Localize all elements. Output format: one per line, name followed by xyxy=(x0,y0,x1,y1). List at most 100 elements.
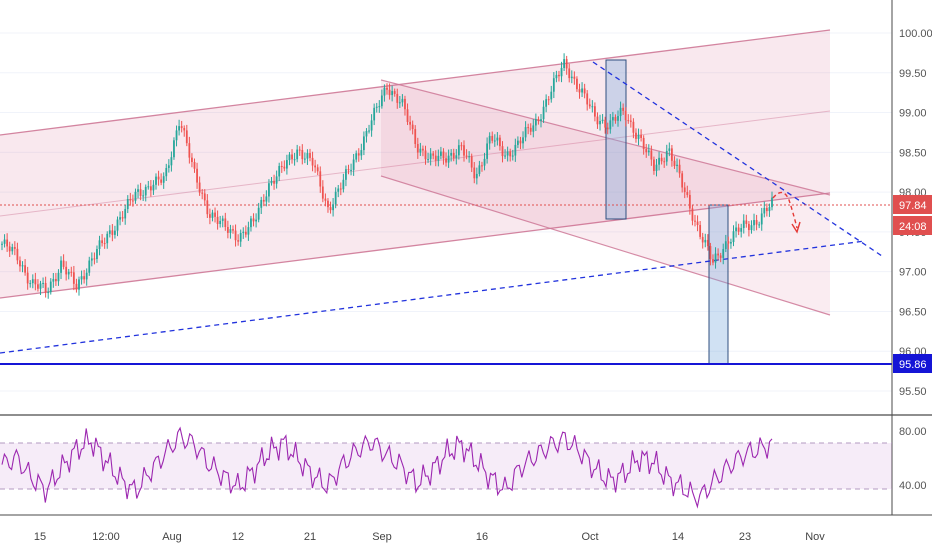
candle-body xyxy=(183,128,186,131)
candle-body xyxy=(78,279,80,290)
projection-arrow xyxy=(772,191,798,229)
candle-body xyxy=(486,143,488,159)
candle-body xyxy=(83,276,86,280)
candle-body xyxy=(337,188,340,192)
candle-body xyxy=(650,150,653,160)
candle-body xyxy=(529,127,532,132)
candle-body xyxy=(676,164,678,167)
candle-body xyxy=(31,279,34,284)
candle-body xyxy=(137,189,139,192)
candle-body xyxy=(29,283,32,285)
candle-body xyxy=(234,230,237,241)
rising-support-trendline[interactable] xyxy=(0,240,866,354)
candle-body xyxy=(55,278,57,282)
candle-body xyxy=(247,227,250,235)
candle-body xyxy=(619,107,622,117)
candle-body xyxy=(609,120,612,130)
candle-body xyxy=(483,158,486,166)
candle-body xyxy=(85,272,88,280)
candle-body xyxy=(65,266,68,275)
candle-body xyxy=(501,146,504,157)
candle-body xyxy=(70,271,73,273)
time-axis[interactable]: 15 12:00 Aug 12 21 Sep 16 Oct 14 23 Nov xyxy=(34,531,825,543)
candle-body xyxy=(221,218,224,221)
measure-box-late-oct[interactable] xyxy=(708,204,729,365)
support-level-badge: 95.86 xyxy=(893,354,932,373)
candle-body xyxy=(216,216,219,225)
candle-body xyxy=(699,225,702,237)
candle-body xyxy=(722,249,725,258)
candle-body xyxy=(627,120,630,122)
candle-body xyxy=(463,145,465,156)
candle-body xyxy=(540,119,542,122)
candle-body xyxy=(88,260,91,273)
candle-body xyxy=(393,91,396,94)
candle-body xyxy=(622,107,625,111)
price-tick-label: 100.00 xyxy=(899,28,932,40)
support-level-label: 95.86 xyxy=(899,359,927,371)
candle-body xyxy=(347,169,350,171)
candle-body xyxy=(250,218,252,228)
candle-body xyxy=(422,148,424,151)
candle-body xyxy=(175,130,178,141)
candle-body xyxy=(411,124,414,130)
candle-body xyxy=(170,157,173,166)
candle-body xyxy=(280,165,283,167)
candle-body xyxy=(560,67,563,77)
candle-body xyxy=(478,165,481,174)
candle-body xyxy=(511,155,514,157)
candle-body xyxy=(401,98,404,103)
candle-body xyxy=(534,118,537,126)
candle-body xyxy=(185,130,188,144)
candle-body xyxy=(242,231,245,234)
candle-body xyxy=(522,137,524,144)
candle-body xyxy=(732,231,735,243)
candle-body xyxy=(72,272,75,284)
candle-body xyxy=(255,219,257,222)
candle-body xyxy=(306,153,309,159)
candle-body xyxy=(558,74,560,77)
candle-body xyxy=(357,153,360,156)
candle-body xyxy=(637,134,640,139)
candle-body xyxy=(90,258,93,261)
falling-resistance-trendline[interactable] xyxy=(592,61,883,257)
candle-body xyxy=(414,129,417,144)
candle-body xyxy=(419,148,422,153)
candle-body xyxy=(370,120,373,131)
candle-body xyxy=(211,212,214,218)
candle-body xyxy=(152,184,155,191)
price-tick-label: 95.50 xyxy=(899,386,927,398)
candle-body xyxy=(283,166,286,169)
candle-body xyxy=(237,240,240,242)
candle-body xyxy=(262,199,265,202)
measure-box-oct[interactable] xyxy=(605,59,627,220)
countdown-label: 24:08 xyxy=(899,221,927,233)
ascending-channel-top xyxy=(0,29,831,136)
time-tick-label: 12:00 xyxy=(92,531,120,543)
candle-body xyxy=(3,239,6,244)
candle-body xyxy=(691,208,694,221)
candle-body xyxy=(142,195,145,197)
candle-body xyxy=(101,240,103,244)
candle-body xyxy=(665,150,668,162)
candle-body xyxy=(583,88,586,94)
candle-body xyxy=(355,153,358,160)
candle-body xyxy=(239,233,242,242)
candle-body xyxy=(383,87,386,96)
time-tick-label: 16 xyxy=(476,531,488,543)
candle-body xyxy=(724,241,727,250)
candle-body xyxy=(149,186,152,191)
candle-body xyxy=(103,243,106,245)
candle-body xyxy=(491,135,494,141)
candle-body xyxy=(475,173,478,179)
candle-body xyxy=(345,169,347,180)
candle-body xyxy=(586,93,589,105)
candle-body xyxy=(406,109,409,122)
candle-body xyxy=(742,220,745,229)
candle-body xyxy=(735,227,737,232)
candle-body xyxy=(765,207,768,212)
candle-body xyxy=(450,152,453,156)
candle-body xyxy=(316,167,319,172)
candle-body xyxy=(52,278,55,282)
candle-body xyxy=(188,143,191,158)
